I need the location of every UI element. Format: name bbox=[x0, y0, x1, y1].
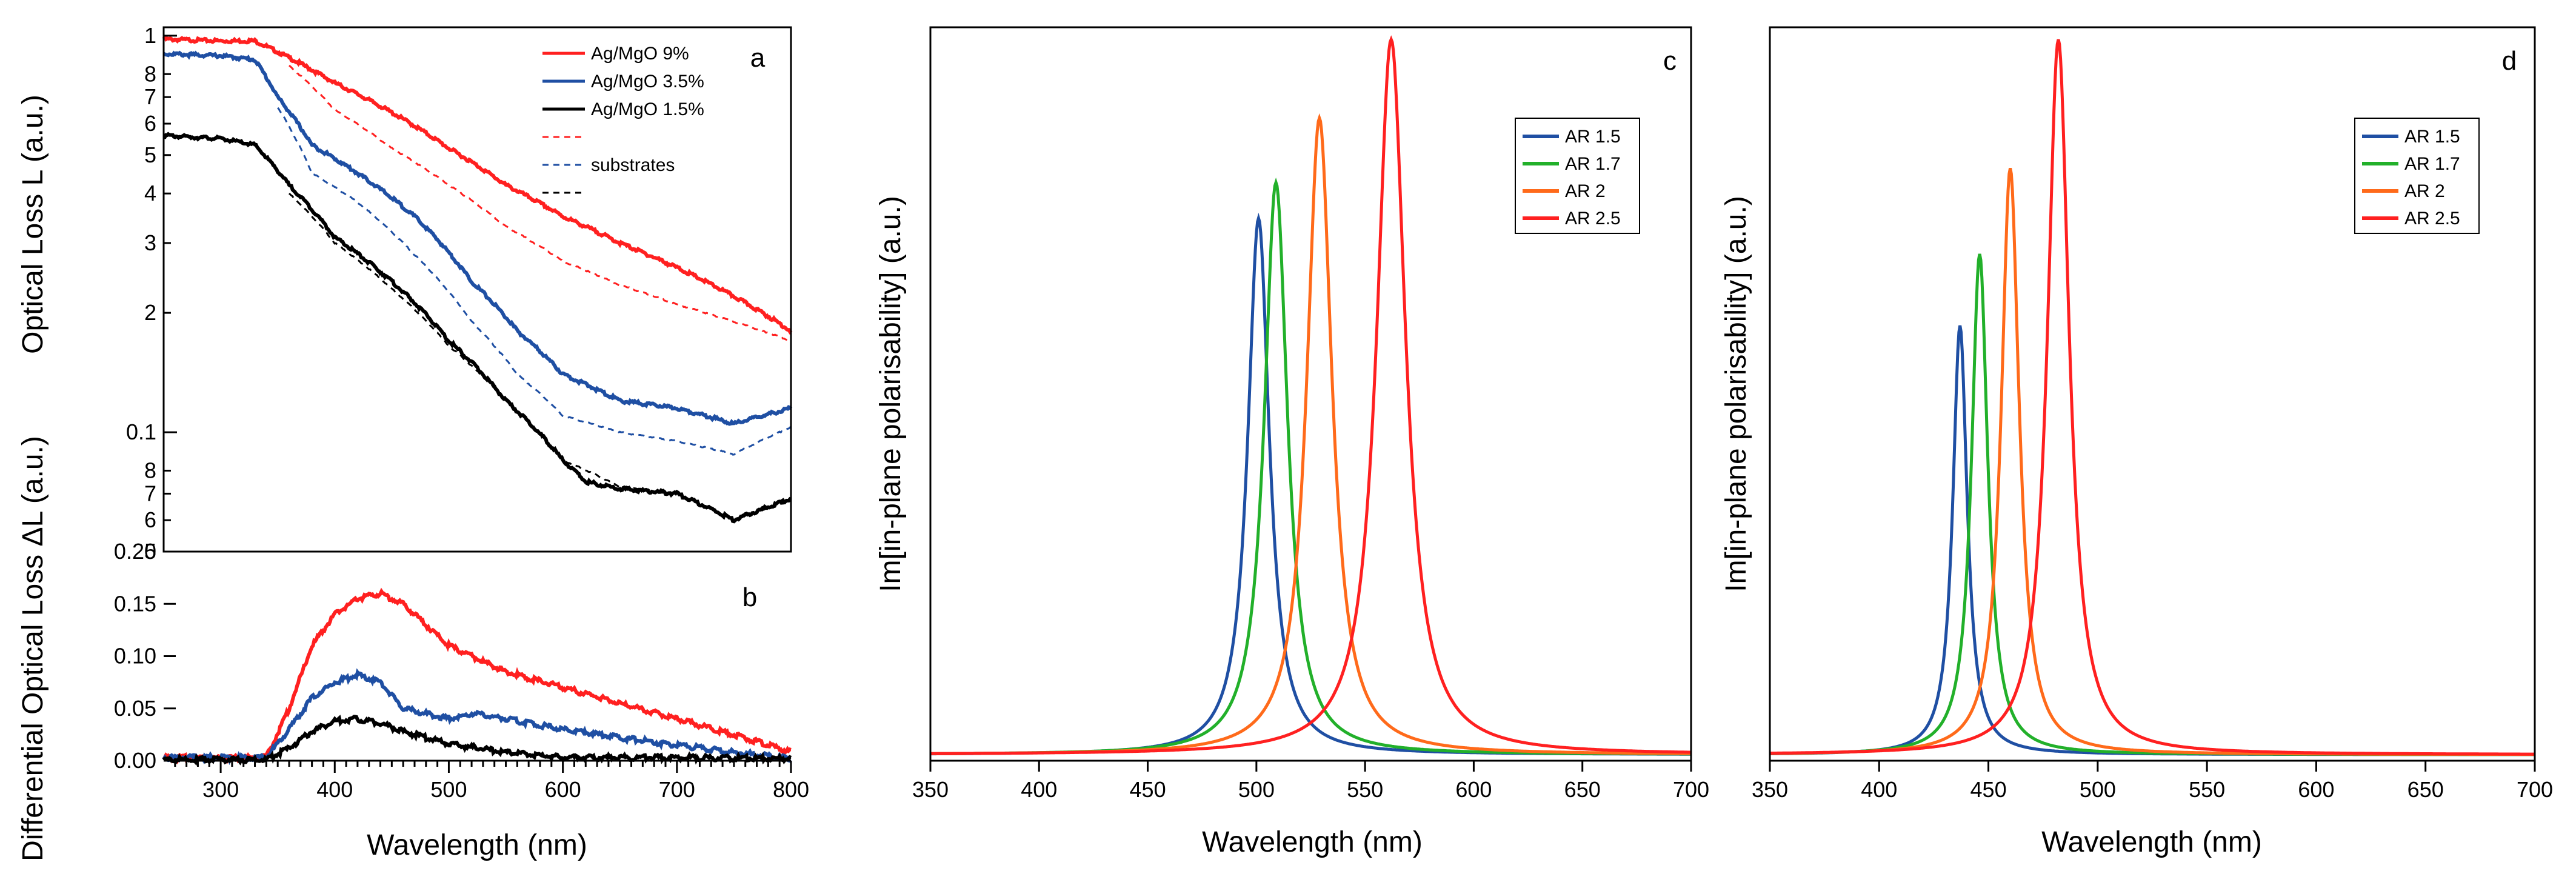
panel-a-y-tick-label: 6 bbox=[144, 507, 156, 532]
panel-a-y-tick-label: 4 bbox=[144, 181, 156, 205]
panel-c-x-tick-label: 650 bbox=[1564, 777, 1601, 802]
panel-a-series-substrate-1-5- bbox=[288, 192, 792, 522]
chart-panel-d: 350 400 450 500 550 600 650 700 Im[in-plane pol… bbox=[1720, 26, 2553, 858]
panel-a-series-substrate-9- bbox=[289, 64, 792, 342]
panel-b-x-tick-label: 600 bbox=[545, 777, 581, 802]
panel-a-y-tick-label: 5 bbox=[144, 142, 156, 167]
panel-d-plot-area bbox=[1769, 39, 2535, 756]
panel-b-x-tick-label: 400 bbox=[316, 777, 353, 802]
panel-b-x-tick-label: 500 bbox=[430, 777, 467, 802]
panel-a-frame bbox=[162, 26, 792, 553]
panel-b-y-axis-title: Differential Optical Loss ΔL (a.u.) bbox=[17, 436, 49, 861]
panel-d-letter: d bbox=[2502, 46, 2517, 76]
panel-d-x-tick-label: 450 bbox=[1970, 777, 2007, 802]
chart-panel-c: 350 400 450 500 550 600 650 700 Im[in-plane pol… bbox=[875, 26, 1709, 858]
panel-c-plot-area bbox=[930, 35, 1691, 756]
panel-c-x-tick-label: 350 bbox=[912, 777, 949, 802]
panel-c-x-tick-label: 600 bbox=[1455, 777, 1492, 802]
panel-b-x-tick-label: 300 bbox=[202, 777, 239, 802]
panel-a-y-tick-label: 0.1 bbox=[126, 419, 156, 444]
panel-b-x-tick-label: 700 bbox=[659, 777, 695, 802]
panel-d-legend-label: AR 1.5 bbox=[2404, 127, 2460, 147]
panel-d-series-ar-2-5 bbox=[1769, 39, 2535, 756]
panel-b-series-ag-mgo-9- bbox=[163, 587, 792, 765]
panel-a-series-ag-mgo-9- bbox=[162, 35, 793, 335]
panel-a-y-tick-label: 6 bbox=[144, 111, 156, 136]
panel-d-series-ar-1-7 bbox=[1770, 253, 2535, 756]
panel-d-x-ticks: 350 400 450 500 550 600 650 700 bbox=[1752, 761, 2553, 802]
panel-d-legend-label: AR 2 bbox=[2404, 181, 2445, 201]
panel-b-y-tick-label: 0.10 bbox=[114, 644, 156, 669]
panel-b-y-tick-label: 0.15 bbox=[114, 591, 156, 616]
panel-c-frame bbox=[929, 26, 1692, 762]
panel-c-legend: AR 1.5 AR 1.7 AR 2 AR 2.5 bbox=[1515, 118, 1640, 234]
panel-c-x-tick-label: 700 bbox=[1673, 777, 1709, 802]
panel-a-y-tick-label: 1 bbox=[144, 23, 156, 48]
panel-d-legend: AR 1.5 AR 1.7 AR 2 AR 2.5 bbox=[2354, 118, 2480, 234]
panel-d-x-axis-title: Wavelength (nm) bbox=[2041, 826, 2262, 858]
panel-d-x-tick-label: 650 bbox=[2407, 777, 2444, 802]
panel-a-legend: Ag/MgO 9% Ag/MgO 3.5% Ag/MgO 1.5% substrate… bbox=[542, 44, 704, 194]
panel-b-y-tick-label: 0.20 bbox=[114, 539, 156, 564]
panel-d-x-tick-label: 500 bbox=[2080, 777, 2116, 802]
panel-c-x-tick-label: 500 bbox=[1238, 777, 1275, 802]
panel-a-series-substrates bbox=[277, 107, 792, 456]
panel-a-y-tick-label: 8 bbox=[144, 61, 156, 86]
panel-b-plot-area bbox=[162, 587, 792, 766]
panel-a-plot-area bbox=[162, 35, 793, 524]
panel-a-y-tick-label: 3 bbox=[144, 230, 156, 255]
panel-c-legend-label: AR 1.5 bbox=[1565, 127, 1621, 147]
panel-d-x-tick-label: 600 bbox=[2298, 777, 2334, 802]
panel-c-legend-label: AR 1.7 bbox=[1565, 154, 1621, 174]
panel-d-legend-box bbox=[2354, 118, 2480, 234]
panel-c-letter: c bbox=[1663, 46, 1677, 76]
panel-b-ticks: 300 400 500 600 700 800 0.00 0.05 0.10 0.15 0.20 bbox=[114, 539, 809, 802]
panel-a-y-axis-title: Optical Loss L (a.u.) bbox=[17, 95, 49, 354]
panel-c-x-tick-label: 450 bbox=[1130, 777, 1166, 802]
panel-c-x-axis-title: Wavelength (nm) bbox=[1202, 826, 1423, 858]
chart-panel-b: 300 400 500 600 700 800 0.00 0.05 0.10 0.15 0.20 D… bbox=[17, 436, 809, 861]
panel-a-legend-label: Ag/MgO 1.5% bbox=[591, 99, 704, 119]
panel-d-x-tick-label: 550 bbox=[2189, 777, 2225, 802]
panel-d-x-tick-label: 350 bbox=[1752, 777, 1788, 802]
panel-b-x-tick-label: 800 bbox=[773, 777, 809, 802]
panel-a-y-tick-label: 2 bbox=[144, 300, 156, 325]
panel-d-x-tick-label: 700 bbox=[2517, 777, 2553, 802]
panel-c-x-tick-label: 550 bbox=[1347, 777, 1383, 802]
panel-d-y-axis-title: Im[in-plane polarisability] (a.u.) bbox=[1720, 196, 1752, 592]
panel-b-y-tick-label: 0.00 bbox=[114, 748, 156, 773]
panel-d-legend-label: AR 1.7 bbox=[2404, 154, 2460, 174]
panel-b-x-axis-title: Wavelength (nm) bbox=[367, 829, 587, 861]
panel-c-series-ar-2-5 bbox=[930, 35, 1691, 755]
panel-a-y-tick-label: 7 bbox=[144, 84, 156, 109]
panel-b-y-tick-label: 0.05 bbox=[114, 696, 156, 721]
panel-d-series-ar-1-5 bbox=[1770, 325, 2535, 756]
panel-a-letter: a bbox=[750, 43, 766, 73]
panel-d-legend-label: AR 2.5 bbox=[2404, 209, 2460, 229]
panel-a-series-ag-mgo-3-5- bbox=[162, 50, 793, 426]
panel-a-legend-label: substrates bbox=[591, 155, 675, 175]
panel-b-letter: b bbox=[742, 583, 757, 612]
panel-a-y-tick-label: 8 bbox=[144, 458, 156, 482]
panel-c-legend-label: AR 2 bbox=[1565, 181, 1606, 201]
panel-d-x-tick-label: 400 bbox=[1861, 777, 1897, 802]
panel-b-series-ag-mgo-1-5- bbox=[162, 715, 792, 766]
panel-c-x-ticks: 350 400 450 500 550 600 650 700 bbox=[912, 761, 1709, 802]
panel-a-y-tick-label: 7 bbox=[144, 481, 156, 506]
panel-c-legend-label: AR 2.5 bbox=[1565, 209, 1621, 229]
panel-c-x-tick-label: 400 bbox=[1021, 777, 1057, 802]
panel-d-frame bbox=[1769, 26, 2536, 762]
panel-a-y-tick-label: 5 bbox=[144, 539, 156, 564]
panel-d-series-ar-2 bbox=[1770, 167, 2535, 756]
panel-a-legend-label: Ag/MgO 9% bbox=[591, 44, 689, 64]
panel-c-y-axis-title: Im[in-plane polarisability] (a.u.) bbox=[875, 196, 907, 592]
panel-a-legend-label: Ag/MgO 3.5% bbox=[591, 72, 704, 92]
